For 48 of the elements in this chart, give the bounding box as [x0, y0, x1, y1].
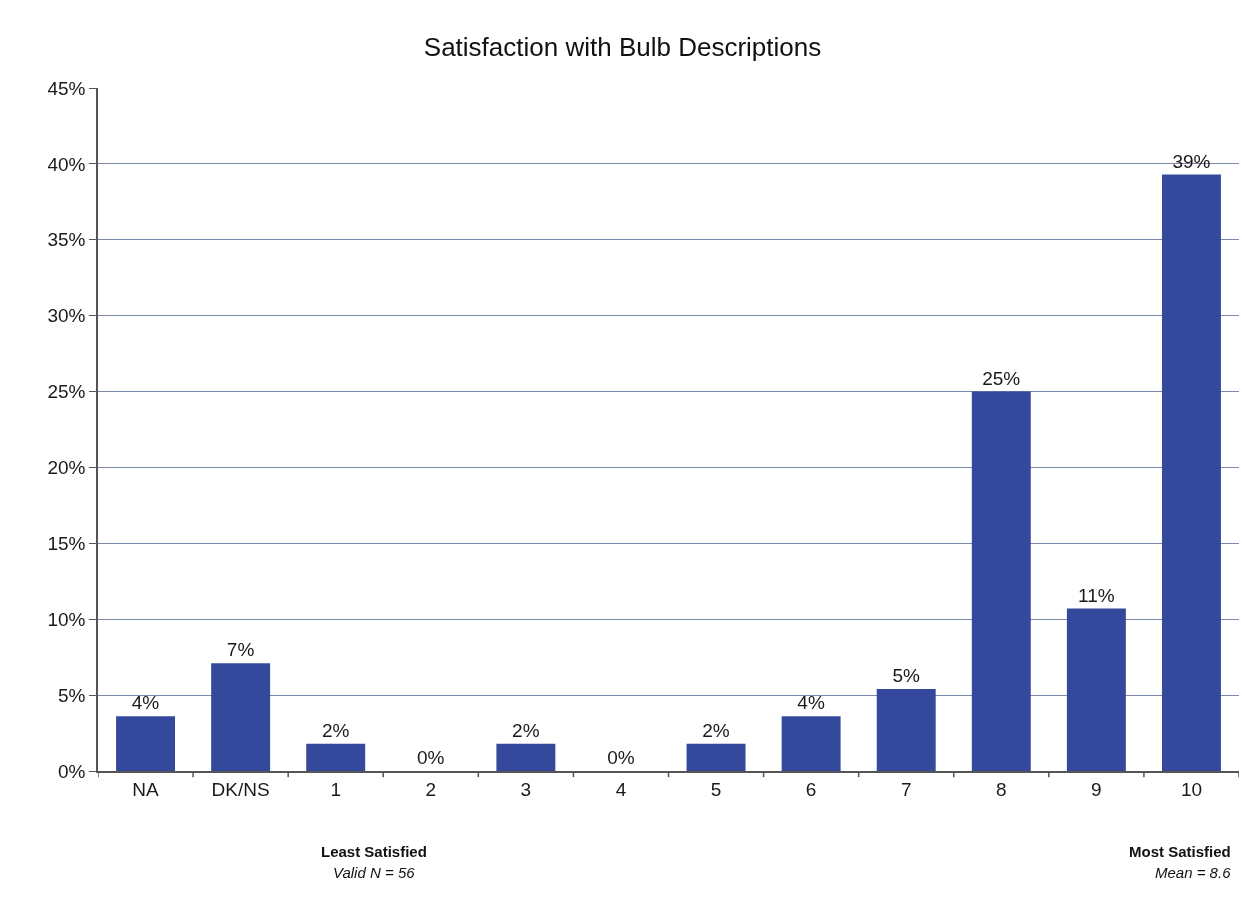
data-label: 2% — [702, 719, 730, 741]
text: Least Satisfied — [321, 843, 427, 860]
bar — [306, 743, 366, 771]
data-label: 11% — [1078, 584, 1115, 606]
y-tick-label: 5% — [57, 684, 86, 706]
data-label: 2% — [321, 719, 350, 741]
data-label: 7% — [226, 639, 255, 661]
y-tick-label: 0% — [57, 760, 86, 782]
bar — [686, 743, 746, 771]
bar — [496, 743, 556, 771]
text: Most Satisfied — [1129, 843, 1231, 860]
bar — [1066, 608, 1126, 771]
x-tick-label: NA — [132, 778, 160, 800]
x-tick-label: 7 — [900, 778, 912, 800]
data-label: 2% — [512, 719, 540, 741]
bar — [971, 391, 1031, 771]
y-tick-label: 40% — [47, 153, 86, 175]
data-label: 5% — [892, 665, 920, 687]
data-label: 25% — [982, 367, 1021, 389]
data-label: 0% — [607, 747, 635, 768]
x-tick-label: 8 — [996, 778, 1007, 800]
y-tick-label: 45% — [47, 77, 86, 99]
data-label: 4% — [131, 692, 160, 714]
bar — [876, 689, 936, 771]
y-tick-label: 20% — [47, 457, 86, 479]
data-label: 4% — [797, 692, 825, 714]
chart-title: Satisfaction with Bulb Descriptions — [423, 32, 822, 63]
bar — [781, 716, 841, 771]
x-tick-label: DK/NS — [211, 778, 270, 800]
x-tick-label: 4 — [615, 778, 627, 800]
x-tick-label: 10 — [1180, 778, 1203, 800]
x-tick-label: 3 — [520, 778, 532, 800]
text: Valid N = 56 — [333, 864, 416, 881]
y-tick-label: 10% — [47, 608, 86, 630]
x-tick-label: 2 — [425, 778, 437, 800]
x-tick-label: 5 — [710, 778, 722, 800]
text: Mean = 8.6 — [1155, 864, 1232, 881]
data-label: 0% — [417, 747, 445, 768]
x-tick-label: 1 — [330, 778, 341, 800]
bar — [1161, 174, 1221, 771]
y-tick-label: 15% — [47, 532, 86, 554]
bar — [116, 716, 176, 771]
y-tick-label: 30% — [47, 305, 86, 327]
y-tick-label: 35% — [47, 229, 86, 251]
x-tick-label: 9 — [1091, 778, 1102, 800]
bar — [211, 663, 271, 771]
x-tick-label: 6 — [805, 778, 817, 800]
y-tick-label: 25% — [47, 381, 86, 403]
